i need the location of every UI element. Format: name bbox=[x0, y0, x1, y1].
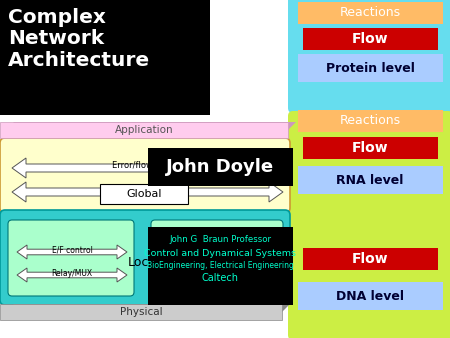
Polygon shape bbox=[12, 158, 283, 178]
Text: Relay/MUX: Relay/MUX bbox=[198, 268, 239, 277]
Text: BioEngineering, Electrical Engineering: BioEngineering, Electrical Engineering bbox=[147, 261, 293, 269]
Polygon shape bbox=[17, 268, 127, 282]
Text: Flow: Flow bbox=[352, 141, 388, 155]
Bar bbox=[303, 137, 438, 159]
Text: Reactions: Reactions bbox=[339, 115, 400, 127]
Text: Local: Local bbox=[128, 256, 160, 268]
Text: E/F control: E/F control bbox=[52, 245, 92, 255]
Polygon shape bbox=[6, 304, 290, 312]
Text: Flow: Flow bbox=[352, 252, 388, 266]
Text: Relay/MUX: Relay/MUX bbox=[126, 185, 171, 193]
Text: Complex
Network
Architecture: Complex Network Architecture bbox=[8, 8, 150, 70]
Text: Physical: Physical bbox=[120, 307, 162, 317]
Text: Reactions: Reactions bbox=[339, 6, 400, 20]
Text: Application: Application bbox=[115, 125, 173, 135]
Text: Global: Global bbox=[126, 189, 162, 199]
Polygon shape bbox=[12, 182, 283, 202]
Text: Relay/MUX: Relay/MUX bbox=[51, 268, 93, 277]
FancyBboxPatch shape bbox=[288, 111, 450, 233]
Bar bbox=[298, 166, 443, 194]
Text: RNA level: RNA level bbox=[336, 173, 404, 187]
Polygon shape bbox=[17, 245, 127, 259]
Bar bbox=[0, 304, 282, 320]
Polygon shape bbox=[160, 245, 276, 259]
Text: Protein level: Protein level bbox=[325, 62, 414, 74]
FancyBboxPatch shape bbox=[288, 227, 450, 338]
Text: John Doyle: John Doyle bbox=[166, 158, 274, 176]
Bar bbox=[298, 2, 443, 24]
Text: E/F control: E/F control bbox=[198, 245, 239, 255]
Bar bbox=[303, 248, 438, 270]
FancyBboxPatch shape bbox=[288, 0, 450, 113]
Bar bbox=[298, 282, 443, 310]
Polygon shape bbox=[160, 268, 276, 282]
Bar bbox=[298, 54, 443, 82]
Bar bbox=[100, 184, 188, 204]
Text: Caltech: Caltech bbox=[202, 273, 238, 283]
Text: DNA level: DNA level bbox=[336, 290, 404, 303]
Bar bbox=[148, 227, 293, 305]
Text: John G  Braun Professor: John G Braun Professor bbox=[169, 236, 271, 244]
Text: Flow: Flow bbox=[352, 32, 388, 46]
Text: Control and Dynamical Systems: Control and Dynamical Systems bbox=[144, 248, 296, 258]
Bar bbox=[303, 28, 438, 50]
FancyBboxPatch shape bbox=[151, 220, 283, 296]
Polygon shape bbox=[6, 122, 296, 130]
FancyBboxPatch shape bbox=[0, 210, 290, 305]
Text: Error/flow control: Error/flow control bbox=[112, 161, 184, 169]
Bar bbox=[0, 0, 210, 115]
Bar bbox=[148, 148, 293, 186]
FancyBboxPatch shape bbox=[8, 220, 134, 296]
Bar bbox=[298, 110, 443, 132]
Bar bbox=[0, 122, 288, 138]
FancyBboxPatch shape bbox=[0, 138, 290, 213]
